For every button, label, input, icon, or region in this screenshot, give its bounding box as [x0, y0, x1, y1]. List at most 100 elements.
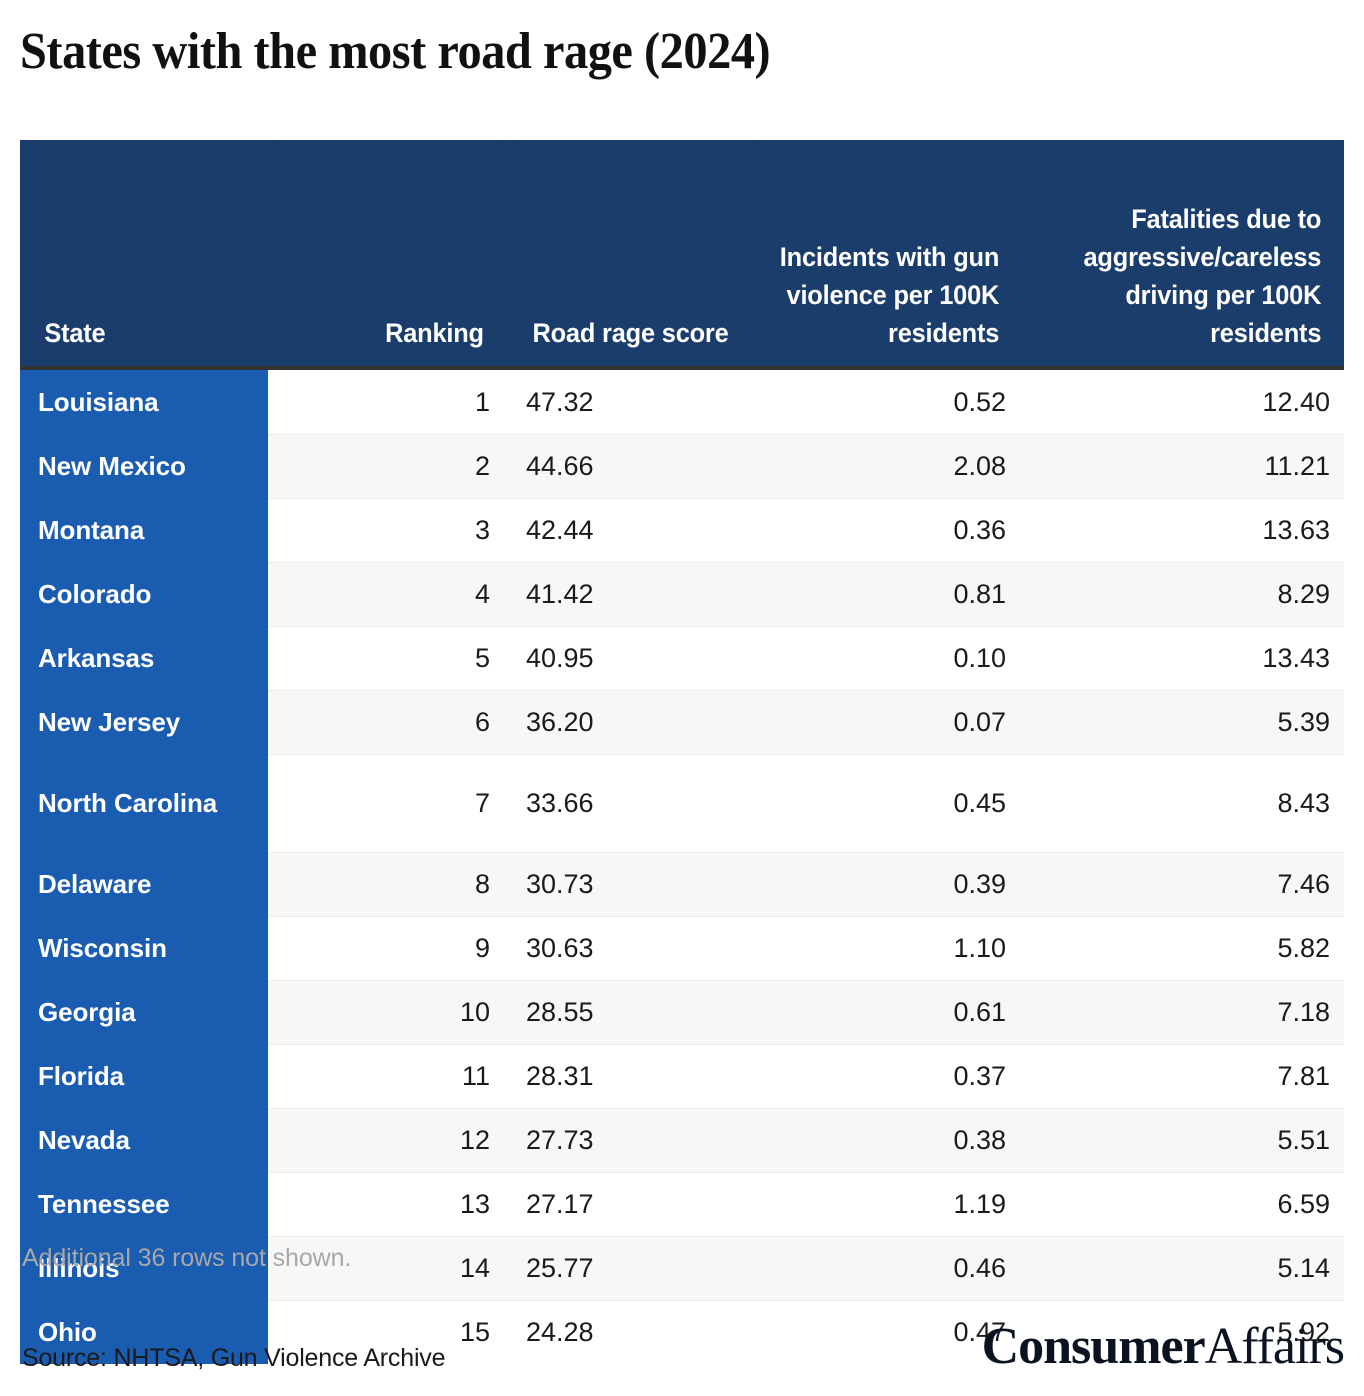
cell-ranking: 1: [268, 368, 508, 435]
cell-gun-violence-incidents: 0.61: [760, 980, 1024, 1045]
cell-road-rage-score: 36.20: [508, 690, 760, 755]
cell-state: Ohio: [20, 1300, 268, 1364]
cell-state: Colorado: [20, 562, 268, 626]
table-row: Florida 11 28.31 0.37 7.81: [20, 1044, 1344, 1109]
logo-wordmark: ConsumerAffairs: [981, 1318, 1345, 1375]
cell-gun-violence-incidents: 0.37: [760, 1044, 1024, 1109]
cell-ranking: 12: [268, 1108, 508, 1173]
road-rage-table-container: State Ranking Road rage score Incidents …: [20, 140, 1344, 1364]
cell-state: Wisconsin: [20, 916, 268, 980]
cell-fatalities: 5.39: [1024, 690, 1344, 755]
cell-fatalities: 5.92: [1277, 1317, 1330, 1348]
table-row: Colorado 4 41.42 0.81 8.29: [20, 562, 1344, 627]
cell-road-rage-score: 44.66: [508, 434, 760, 499]
road-rage-table: State Ranking Road rage score Incidents …: [20, 140, 1344, 1364]
cell-road-rage-score: 28.31: [508, 1044, 760, 1109]
cell-ranking: 13: [268, 1172, 508, 1237]
cell-fatalities: 7.81: [1024, 1044, 1344, 1109]
table-header-row: State Ranking Road rage score Incidents …: [20, 140, 1344, 370]
cell-road-rage-score: 40.95: [508, 626, 760, 691]
table-row: Nevada 12 27.73 0.38 5.51: [20, 1108, 1344, 1173]
cell-road-rage-score: 27.73: [508, 1108, 760, 1173]
cell-ranking: 7: [268, 754, 508, 853]
table-row: Louisiana 1 47.32 0.52 12.40: [20, 368, 1344, 435]
cell-fatalities: 13.63: [1024, 498, 1344, 563]
cell-gun-violence-incidents: 1.19: [760, 1172, 1024, 1237]
cell-state: New Jersey: [20, 690, 268, 754]
cell-ranking: 2: [268, 434, 508, 499]
cell-ranking: 8: [268, 852, 508, 917]
cell-fatalities: 5.14: [1024, 1236, 1344, 1301]
cell-gun-violence-incidents: 0.81: [760, 562, 1024, 627]
cell-gun-violence-incidents: 0.38: [760, 1108, 1024, 1173]
cell-road-rage-score: 33.66: [508, 754, 760, 853]
table-row: Wisconsin 9 30.63 1.10 5.82: [20, 916, 1344, 981]
cell-gun-violence-incidents: 0.07: [760, 690, 1024, 755]
cell-road-rage-score: 42.44: [508, 498, 760, 563]
cell-gun-violence-incidents: 0.39: [760, 852, 1024, 917]
table-row: Ohio 15 24.28 0.47 5.92: [20, 1300, 1344, 1364]
cell-state: Nevada: [20, 1108, 268, 1172]
cell-gun-violence-incidents: 0.45: [760, 754, 1024, 853]
column-header-state: State: [27, 140, 261, 370]
cell-state: Florida: [20, 1044, 268, 1108]
cell-ranking: 14: [268, 1236, 508, 1301]
cell-state: Georgia: [20, 980, 268, 1044]
cell-ranking: 4: [268, 562, 508, 627]
hexagon-star-icon: [912, 1316, 968, 1378]
cell-ranking: 11: [268, 1044, 508, 1109]
cell-gun-violence-incidents: 0.47: [953, 1317, 1006, 1348]
consumeraffairs-logo: ConsumerAffairs: [912, 1316, 1345, 1378]
cell-gun-violence-incidents: 0.36: [760, 498, 1024, 563]
table-row: Tennessee 13 27.17 1.19 6.59: [20, 1172, 1344, 1237]
logo-word-affairs: Affairs: [1204, 1318, 1345, 1375]
cell-fatalities: 6.59: [1024, 1172, 1344, 1237]
cell-ranking: 15: [459, 1317, 490, 1348]
cell-state: New Mexico: [20, 434, 268, 498]
column-header-gun-violence-incidents: Incidents with gun violence per 100K res…: [767, 140, 1017, 370]
cell-fatalities: 7.46: [1024, 852, 1344, 917]
cell-state: Tennessee: [20, 1172, 268, 1236]
cell-gun-violence-incidents: 0.52: [760, 368, 1024, 435]
cell-road-rage-score: 47.32: [508, 368, 760, 435]
cell-state: North Carolina: [20, 754, 268, 852]
cell-state: Louisiana: [20, 368, 268, 434]
table-row: North Carolina 7 33.66 0.45 8.43: [20, 754, 1344, 853]
cell-gun-violence-incidents: 0.10: [760, 626, 1024, 691]
cell-road-rage-score: 41.42: [508, 562, 760, 627]
cell-ranking: 10: [268, 980, 508, 1045]
cell-state: Montana: [20, 498, 268, 562]
cell-road-rage-score: 30.63: [508, 916, 760, 981]
cell-road-rage-score: 27.17: [508, 1172, 760, 1237]
cell-fatalities: 8.43: [1024, 754, 1344, 853]
cell-fatalities: 5.51: [1024, 1108, 1344, 1173]
cell-ranking: 5: [268, 626, 508, 691]
column-header-road-rage-score: Road rage score: [515, 140, 753, 370]
page-title: States with the most road rage (2024): [20, 23, 771, 80]
cell-ranking: 3: [268, 498, 508, 563]
rows-not-shown-note: Additional 36 rows not shown.: [22, 1244, 352, 1272]
cell-road-rage-score: 28.55: [508, 980, 760, 1045]
cell-fatalities: 12.40: [1024, 368, 1344, 435]
cell-gun-violence-incidents: 0.46: [760, 1236, 1024, 1301]
cell-gun-violence-incidents: 1.10: [760, 916, 1024, 981]
cell-state: Illinois: [20, 1236, 268, 1300]
column-header-fatalities: Fatalities due to aggressive/careless dr…: [1033, 140, 1335, 370]
column-header-ranking: Ranking: [275, 140, 501, 370]
cell-gun-violence-incidents: 2.08: [760, 434, 1024, 499]
cell-fatalities: 11.21: [1024, 434, 1344, 499]
table-body: Louisiana 1 47.32 0.52 12.40 New Mexico 2 44.66…: [20, 368, 1344, 1364]
star-shape: [912, 1316, 968, 1378]
cell-fatalities: 13.43: [1024, 626, 1344, 691]
cell-ranking: 9: [268, 916, 508, 981]
cell-road-rage-score: 24.28: [526, 1317, 594, 1348]
table-row: Montana 3 42.44 0.36 13.63: [20, 498, 1344, 563]
logo-word-consumer: Consumer: [981, 1318, 1206, 1375]
table-row: New Mexico 2 44.66 2.08 11.21: [20, 434, 1344, 499]
table-header: State Ranking Road rage score Incidents …: [20, 140, 1344, 370]
table-row: Illinois 14 25.77 0.46 5.14: [20, 1236, 1344, 1301]
cell-state: Arkansas: [20, 626, 268, 690]
table-row: New Jersey 6 36.20 0.07 5.39: [20, 690, 1344, 755]
table-row: Arkansas 5 40.95 0.10 13.43: [20, 626, 1344, 691]
cell-state: Delaware: [20, 852, 268, 916]
